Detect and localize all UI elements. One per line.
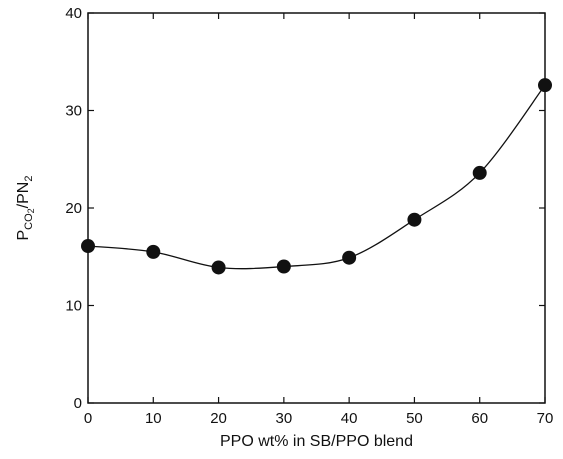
x-tick-label: 60 <box>471 410 488 427</box>
axis-tick-labels: 0 10 20 30 40 50 60 70 0 10 20 30 40 <box>65 5 553 427</box>
y-axis-title-sub-2b: 2 <box>23 176 35 182</box>
x-tick-label: 40 <box>341 410 358 427</box>
axis-ticks <box>87 12 546 404</box>
y-axis-title-slash-p: /P <box>15 193 32 208</box>
x-tick-label: 50 <box>406 410 423 427</box>
x-tick-label: 30 <box>276 410 293 427</box>
data-point <box>276 259 291 274</box>
y-tick-label: 0 <box>74 395 82 412</box>
y-tick-label: 10 <box>65 298 82 315</box>
x-tick-label: 70 <box>537 410 554 427</box>
y-axis-title-sub-co: CO <box>23 213 35 230</box>
y-axis-title-p1: P <box>15 230 32 241</box>
data-point <box>472 165 487 180</box>
data-point <box>342 250 357 265</box>
y-tick-label: 20 <box>65 200 82 217</box>
x-tick-label: 20 <box>210 410 227 427</box>
y-tick-label: 30 <box>65 103 82 120</box>
plot-frame <box>87 12 546 404</box>
data-point <box>81 239 95 254</box>
series-points <box>81 78 552 275</box>
y-axis-title: PCO2/PN2 <box>15 176 36 241</box>
y-axis-title-n: N <box>15 182 32 194</box>
y-tick-label: 40 <box>65 5 82 22</box>
y-axis-title-sub-2: 2 <box>26 208 36 213</box>
x-axis-title: PPO wt% in SB/PPO blend <box>220 433 413 450</box>
data-point <box>211 260 226 275</box>
data-point <box>538 78 552 93</box>
data-point <box>146 244 161 259</box>
x-tick-label: 10 <box>145 410 162 427</box>
data-point <box>407 212 422 227</box>
x-tick-label: 0 <box>84 410 92 427</box>
